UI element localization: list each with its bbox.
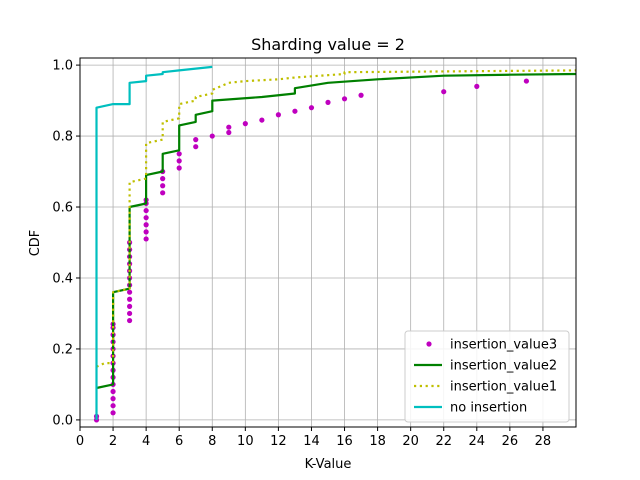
- series-line: [96, 72, 577, 390]
- legend-box: [404, 330, 570, 423]
- legend-item: insertion_value1: [414, 380, 557, 395]
- x-tick-label: 12: [270, 434, 287, 449]
- data-point: [226, 124, 232, 130]
- data-point: [127, 317, 133, 324]
- series-line: [95, 65, 213, 420]
- series-insertion_value2: [96, 72, 577, 390]
- y-tick-label: 0.8: [52, 130, 73, 145]
- data-point: [292, 108, 298, 114]
- data-point: [127, 296, 133, 302]
- legend-label: insertion_value3: [450, 338, 557, 353]
- legend-marker: [426, 341, 432, 347]
- data-point: [259, 117, 265, 123]
- data-point: [209, 133, 215, 139]
- data-point: [325, 99, 331, 105]
- data-point: [176, 165, 182, 171]
- y-tick-label: 0.4: [52, 271, 73, 286]
- legend: insertion_value3 insertion_value2 insertio…: [404, 330, 570, 423]
- data-point: [242, 121, 248, 127]
- legend-label: no insertion: [450, 401, 527, 416]
- data-point: [127, 310, 133, 317]
- x-tick-label: 14: [303, 434, 320, 449]
- data-point: [110, 388, 116, 395]
- x-tick-label: 6: [175, 434, 183, 449]
- data-point: [160, 183, 166, 189]
- data-point: [341, 96, 348, 102]
- data-point: [226, 129, 232, 136]
- y-tick-label: 0.6: [52, 201, 73, 216]
- data-point: [523, 78, 530, 84]
- x-tick-label: 22: [435, 434, 452, 449]
- y-tick-label: 0.2: [52, 342, 73, 357]
- series-insertion_value1: [96, 69, 577, 368]
- data-point: [176, 151, 182, 157]
- x-tick-label: 26: [502, 434, 519, 449]
- x-tick-label: 24: [469, 434, 486, 449]
- data-point: [127, 289, 133, 295]
- data-point: [143, 215, 149, 221]
- data-point: [110, 403, 116, 409]
- data-point: [143, 229, 149, 235]
- data-point: [143, 207, 149, 214]
- data-point: [127, 303, 133, 309]
- x-tick-label: 0: [76, 434, 84, 449]
- x-axis-label: K-Value: [305, 457, 352, 472]
- x-tick-label: 28: [535, 434, 552, 449]
- series-layer: [93, 65, 577, 423]
- x-tick-label: 4: [142, 434, 150, 449]
- x-tick-label: 20: [402, 434, 419, 449]
- data-point: [110, 396, 116, 402]
- series-no-insertion: [95, 65, 213, 420]
- y-tick-label: 0.0: [52, 413, 73, 428]
- data-point: [143, 236, 149, 242]
- x-tick-label: 2: [109, 434, 117, 449]
- legend-label: insertion_value2: [450, 359, 557, 374]
- legend-item: insertion_value2: [414, 359, 557, 374]
- x-tick-label: 8: [208, 434, 216, 449]
- legend-item: insertion_value3: [426, 338, 557, 353]
- data-point: [441, 89, 447, 95]
- data-point: [308, 105, 315, 111]
- data-point: [193, 137, 199, 143]
- y-axis-ticks: 0.0 0.2 0.4 0.6 0.8 1.0: [52, 59, 80, 428]
- data-point: [474, 83, 480, 89]
- y-axis-label: CDF: [28, 230, 43, 257]
- data-point: [193, 144, 199, 150]
- data-point: [110, 410, 116, 416]
- legend-label: insertion_value1: [450, 380, 557, 395]
- legend-item: no insertion: [414, 401, 527, 416]
- data-point: [176, 158, 182, 164]
- data-point: [143, 222, 149, 228]
- x-tick-label: 18: [369, 434, 386, 449]
- data-point: [275, 112, 281, 118]
- x-tick-label: 16: [336, 434, 353, 449]
- y-tick-label: 1.0: [52, 59, 73, 74]
- x-axis-ticks: 0 2 4 6 8 10 12 14 16 18 20 22 24 26 28: [76, 427, 551, 449]
- plot-frame: [79, 57, 577, 428]
- chart-title: Sharding value = 2: [251, 35, 405, 54]
- data-point: [160, 190, 166, 196]
- series-line: [96, 69, 577, 368]
- data-point: [160, 176, 166, 182]
- data-point: [358, 92, 364, 98]
- x-tick-label: 10: [237, 434, 254, 449]
